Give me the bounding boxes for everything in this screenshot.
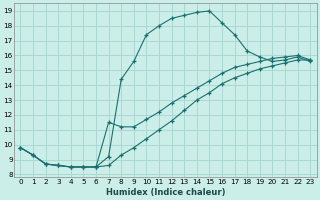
X-axis label: Humidex (Indice chaleur): Humidex (Indice chaleur) bbox=[106, 188, 225, 197]
